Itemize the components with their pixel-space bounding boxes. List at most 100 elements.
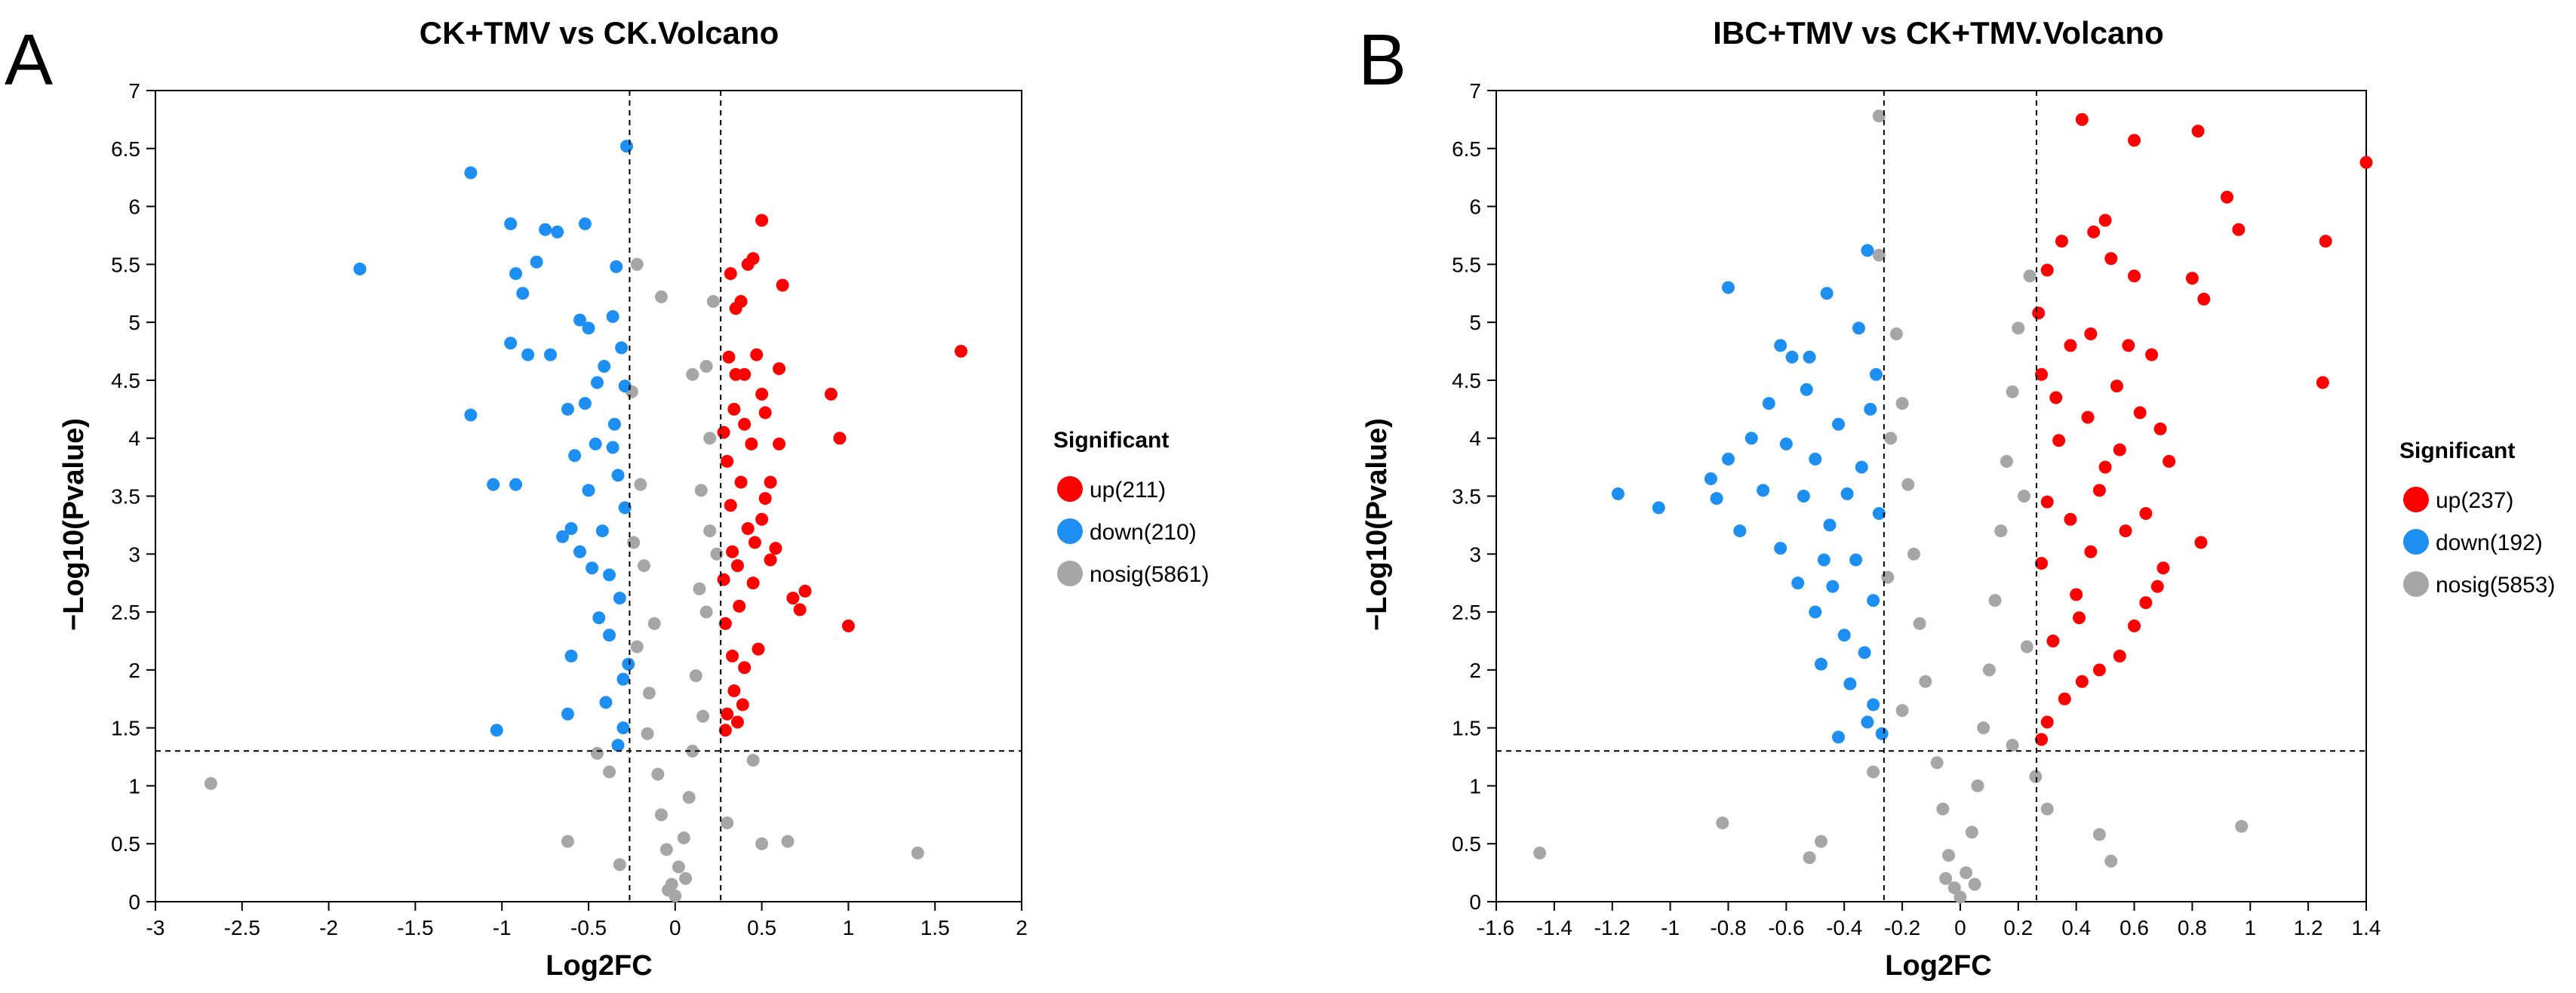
point-nosig xyxy=(911,847,924,859)
legend-item-up: up(211) xyxy=(1057,476,1166,503)
point-down xyxy=(618,380,632,393)
point-up xyxy=(2092,663,2106,677)
point-up xyxy=(798,584,812,598)
point-down xyxy=(1744,432,1758,445)
legend: Significant up(237) down(192) nosig(5853… xyxy=(2399,438,2555,598)
point-down xyxy=(1721,452,1735,466)
panel-letter: A xyxy=(5,20,53,100)
point-nosig xyxy=(682,791,696,804)
point-nosig xyxy=(1872,109,1886,123)
point-down xyxy=(1820,287,1834,300)
point-down xyxy=(1864,402,1877,416)
legend-swatch-up xyxy=(1057,476,1083,502)
point-up xyxy=(724,267,737,281)
point-up xyxy=(2113,443,2126,457)
point-down xyxy=(1774,339,1788,352)
legend-label-down: down(210) xyxy=(1090,520,1197,545)
point-nosig xyxy=(1930,756,1944,770)
point-up xyxy=(2040,263,2054,277)
x-tick-label: 0 xyxy=(1954,916,1966,939)
point-nosig xyxy=(689,669,702,683)
point-up xyxy=(764,475,777,489)
point-nosig xyxy=(204,776,217,790)
point-down xyxy=(607,417,621,431)
point-nosig xyxy=(1889,327,1903,340)
point-up xyxy=(2073,611,2086,625)
point-up xyxy=(2316,376,2329,389)
point-nosig xyxy=(746,754,760,767)
point-nosig xyxy=(703,524,717,538)
point-down xyxy=(611,739,625,752)
x-tick-label: 0.4 xyxy=(2061,916,2091,939)
point-up xyxy=(2185,272,2199,285)
point-up xyxy=(758,406,772,420)
y-tick-label: 0 xyxy=(1469,890,1481,914)
x-tick-label: -1.6 xyxy=(1478,916,1514,939)
y-tick-label: 3.5 xyxy=(1452,485,1481,509)
point-up xyxy=(764,553,777,567)
point-up xyxy=(2139,596,2153,610)
point-up xyxy=(2150,580,2164,593)
y-tick-label: 5.5 xyxy=(1452,253,1481,276)
point-nosig xyxy=(2012,321,2025,335)
point-down xyxy=(1721,281,1735,294)
point-up xyxy=(786,592,800,605)
point-up xyxy=(833,432,847,445)
point-down xyxy=(509,478,523,491)
point-nosig xyxy=(696,709,710,723)
point-down xyxy=(1867,698,1880,712)
point-down xyxy=(622,657,635,671)
point-down xyxy=(516,287,530,300)
point-nosig xyxy=(1895,704,1909,718)
x-tick-label: -3 xyxy=(146,916,165,939)
point-up xyxy=(730,715,744,729)
point-down xyxy=(618,501,632,515)
point-nosig xyxy=(693,582,706,595)
point-down xyxy=(561,402,574,416)
point-up xyxy=(745,437,758,450)
x-tick-label: -0.6 xyxy=(1768,916,1804,939)
point-up xyxy=(2055,235,2068,248)
point-up xyxy=(2145,348,2159,361)
point-nosig xyxy=(2104,854,2118,868)
legend-item-down: down(210) xyxy=(1057,518,1197,545)
y-tick-label: 1 xyxy=(1469,774,1481,798)
point-up xyxy=(2040,715,2054,729)
point-down xyxy=(490,724,503,737)
point-up xyxy=(773,437,786,450)
point-down xyxy=(539,223,552,236)
point-down xyxy=(1779,437,1793,450)
legend-label-up: up(211) xyxy=(1090,478,1166,503)
point-up xyxy=(2046,634,2060,647)
point-nosig xyxy=(706,295,720,308)
point-nosig xyxy=(672,860,685,874)
point-nosig xyxy=(1936,802,1950,816)
x-tick-label: 1.5 xyxy=(921,916,950,939)
point-nosig xyxy=(686,744,699,758)
point-down xyxy=(564,649,578,663)
point-up xyxy=(727,402,741,416)
point-up xyxy=(2319,235,2332,248)
point-up xyxy=(2070,588,2083,601)
x-tick-label: 0.5 xyxy=(747,916,776,939)
point-up xyxy=(729,302,742,315)
point-nosig xyxy=(641,727,654,740)
point-down xyxy=(615,341,629,355)
point-up xyxy=(748,536,761,549)
y-tick-label: 5 xyxy=(1469,311,1481,334)
point-down xyxy=(568,449,582,463)
point-up xyxy=(752,642,765,656)
point-nosig xyxy=(630,640,644,653)
point-nosig xyxy=(1901,478,1915,491)
point-nosig xyxy=(634,478,647,491)
point-down xyxy=(1852,321,1865,335)
point-up xyxy=(2098,460,2112,474)
point-up xyxy=(755,512,769,526)
point-down xyxy=(582,321,595,335)
point-down xyxy=(1855,460,1868,474)
plot-frame xyxy=(1495,90,2367,902)
y-tick-label: 3.5 xyxy=(111,485,140,509)
point-nosig xyxy=(603,765,616,779)
point-nosig xyxy=(703,432,717,445)
panel-letter: B xyxy=(1358,20,1406,100)
